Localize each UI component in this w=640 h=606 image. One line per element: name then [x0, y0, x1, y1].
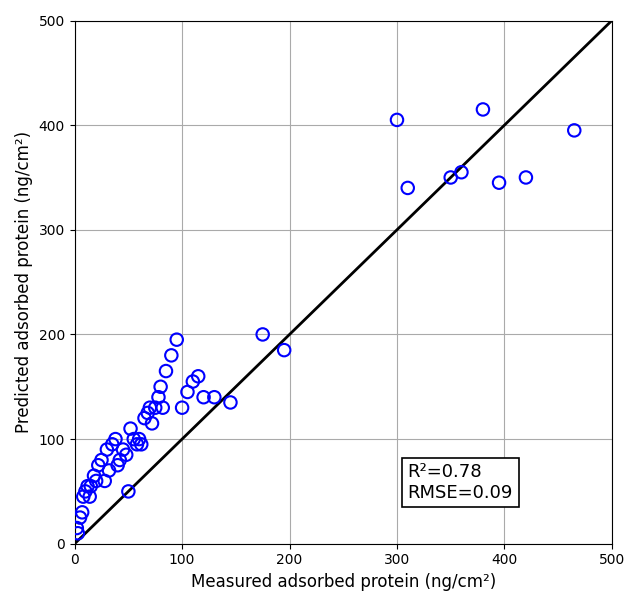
- Point: [86, 481, 96, 491]
- Point: [182, 387, 193, 397]
- Point: [156, 382, 166, 391]
- Point: [521, 173, 531, 182]
- Point: [147, 419, 157, 428]
- Point: [150, 403, 161, 413]
- Point: [209, 392, 220, 402]
- Point: [107, 439, 117, 449]
- Point: [84, 492, 95, 502]
- Point: [257, 330, 268, 339]
- Point: [73, 528, 83, 538]
- Point: [140, 413, 150, 423]
- Point: [93, 461, 104, 470]
- Point: [83, 481, 93, 491]
- Point: [104, 465, 114, 475]
- Point: [392, 115, 402, 125]
- Point: [124, 487, 134, 496]
- Point: [166, 350, 177, 360]
- Point: [110, 435, 120, 444]
- Point: [102, 445, 112, 454]
- Point: [78, 492, 88, 502]
- Point: [121, 450, 131, 459]
- Point: [494, 178, 504, 187]
- Point: [132, 439, 142, 449]
- Point: [193, 371, 204, 381]
- Point: [177, 403, 188, 413]
- Point: [118, 445, 128, 454]
- Point: [225, 398, 236, 407]
- Text: R²=0.78
RMSE=0.09: R²=0.78 RMSE=0.09: [408, 463, 513, 502]
- Point: [445, 173, 456, 182]
- Point: [143, 408, 153, 418]
- Point: [136, 439, 147, 449]
- Point: [456, 167, 467, 177]
- Point: [172, 335, 182, 345]
- Point: [100, 476, 110, 486]
- Point: [198, 392, 209, 402]
- Y-axis label: Predicted adsorbed protein (ng/cm²): Predicted adsorbed protein (ng/cm²): [15, 131, 33, 433]
- Point: [91, 476, 101, 486]
- Point: [188, 377, 198, 387]
- Point: [569, 125, 579, 135]
- Point: [134, 435, 144, 444]
- Point: [97, 455, 107, 465]
- Point: [115, 455, 125, 465]
- Point: [161, 366, 171, 376]
- Point: [72, 523, 82, 533]
- Point: [279, 345, 289, 355]
- Point: [77, 507, 87, 517]
- Point: [75, 513, 85, 522]
- Point: [80, 487, 90, 496]
- Point: [145, 403, 155, 413]
- X-axis label: Measured adsorbed protein (ng/cm²): Measured adsorbed protein (ng/cm²): [191, 573, 496, 591]
- Point: [157, 403, 168, 413]
- Point: [125, 424, 136, 433]
- Point: [478, 105, 488, 115]
- Point: [89, 471, 99, 481]
- Point: [403, 183, 413, 193]
- Point: [129, 435, 139, 444]
- Point: [113, 461, 123, 470]
- Point: [154, 392, 164, 402]
